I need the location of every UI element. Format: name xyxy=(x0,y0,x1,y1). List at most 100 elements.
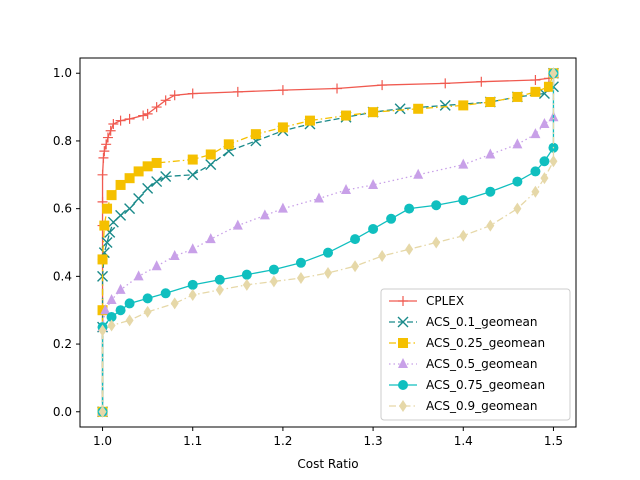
legend-label: ACS_0.9_geomean xyxy=(426,399,537,413)
data-point xyxy=(458,158,469,169)
data-point xyxy=(138,110,149,121)
x-tick-label: 1.1 xyxy=(183,434,202,448)
data-point xyxy=(115,283,126,294)
data-point xyxy=(304,115,315,126)
data-point xyxy=(549,155,558,168)
data-point xyxy=(513,202,522,215)
legend-entry: ACS_0.9_geomean xyxy=(389,399,537,413)
data-point xyxy=(539,118,550,129)
data-point xyxy=(115,305,126,316)
data-point xyxy=(115,179,126,190)
legend: CPLEX ACS_0.1_geomean ACS_0.25_geomean ACS_… xyxy=(380,288,571,421)
data-point xyxy=(485,97,496,108)
legend-marker xyxy=(397,316,409,328)
legend-entry: ACS_0.25_geomean xyxy=(389,336,545,350)
data-point xyxy=(205,149,216,160)
data-point xyxy=(368,178,379,189)
data-point xyxy=(151,102,162,113)
data-point xyxy=(313,192,324,203)
data-point xyxy=(439,99,451,111)
data-point xyxy=(98,405,107,418)
data-point xyxy=(102,132,113,143)
data-point xyxy=(378,250,387,263)
data-point xyxy=(124,113,135,124)
data-point xyxy=(341,110,352,121)
data-point xyxy=(539,156,550,167)
data-point xyxy=(232,86,243,97)
legend-label: ACS_0.5_geomean xyxy=(426,357,537,371)
legend-entry: CPLEX xyxy=(389,294,464,308)
x-tick-label: 1.2 xyxy=(273,434,292,448)
data-point xyxy=(351,260,360,273)
x-tick-label: 1.0 xyxy=(93,434,112,448)
data-point xyxy=(277,85,288,96)
data-point xyxy=(107,319,116,332)
series-ACS_0.75_geomean xyxy=(97,68,559,417)
data-point xyxy=(405,243,414,256)
y-tick-label: 0.4 xyxy=(53,269,72,283)
data-point xyxy=(549,67,558,80)
data-point xyxy=(277,202,288,213)
axes-frame xyxy=(79,57,577,428)
data-point xyxy=(386,213,397,224)
data-point xyxy=(124,173,135,184)
axes: 1.0 1.1 1.2 1.3 1.4 1.5 0.0 0.2 0.4 0.6 0.8 1.0 xyxy=(53,57,577,448)
data-point xyxy=(486,219,495,232)
data-point xyxy=(530,86,541,97)
data-point xyxy=(142,293,153,304)
data-point xyxy=(242,278,251,291)
data-point xyxy=(160,288,171,299)
data-point xyxy=(215,283,224,296)
data-point xyxy=(99,146,110,157)
data-point xyxy=(133,270,144,281)
data-point xyxy=(125,314,134,327)
legend-label: ACS_0.75_geomean xyxy=(426,378,545,392)
data-point xyxy=(142,108,153,119)
data-point xyxy=(440,78,451,89)
data-point xyxy=(341,184,352,195)
data-point xyxy=(98,324,107,337)
data-point xyxy=(205,233,216,244)
data-point xyxy=(101,139,112,150)
data-point xyxy=(543,81,554,92)
series-ACS_0.25_geomean xyxy=(97,68,559,417)
plot-area xyxy=(97,67,559,418)
data-point xyxy=(394,103,406,115)
legend-entry: ACS_0.75_geomean xyxy=(389,378,545,392)
data-point xyxy=(106,311,117,322)
data-point xyxy=(151,157,162,168)
data-point xyxy=(259,209,270,220)
data-point xyxy=(143,305,152,318)
data-point xyxy=(368,223,379,234)
data-point xyxy=(102,203,113,214)
data-point xyxy=(106,294,117,305)
y-tick-label: 0.6 xyxy=(53,202,72,216)
data-point xyxy=(512,138,523,149)
data-point xyxy=(187,154,198,165)
data-point xyxy=(99,220,110,231)
data-point xyxy=(432,236,441,249)
data-point xyxy=(187,243,198,254)
data-point xyxy=(169,90,180,101)
series-ACS_0.9_geomean xyxy=(98,67,558,418)
data-point xyxy=(324,266,332,279)
data-point xyxy=(187,88,198,99)
data-point xyxy=(169,250,180,261)
legend-marker xyxy=(398,380,408,390)
data-point xyxy=(108,119,119,130)
legend-marker xyxy=(398,338,408,348)
legend-entry: ACS_0.1_geomean xyxy=(389,315,537,329)
data-point xyxy=(350,234,361,245)
data-point xyxy=(170,297,179,310)
data-point xyxy=(268,264,279,275)
data-point xyxy=(241,269,252,280)
data-point xyxy=(142,161,153,172)
data-point xyxy=(115,209,127,221)
data-point xyxy=(98,152,109,163)
data-point xyxy=(459,229,468,242)
data-point xyxy=(223,139,234,150)
legend-marker xyxy=(398,358,408,368)
data-point xyxy=(97,254,108,265)
data-point xyxy=(295,257,306,268)
